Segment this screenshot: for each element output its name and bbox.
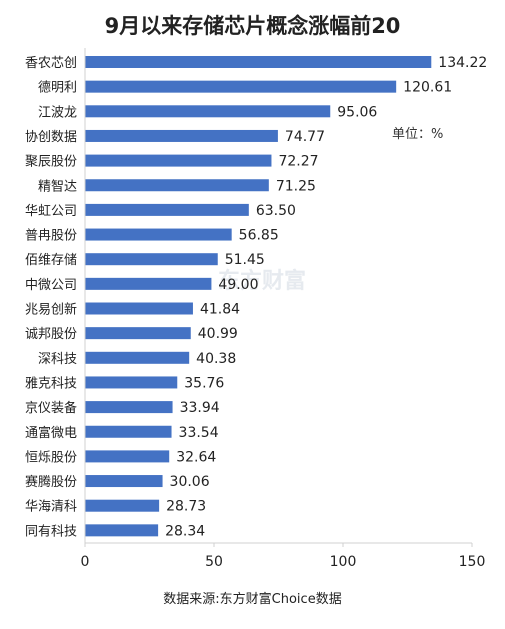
category-label: 中微公司 [25, 278, 77, 293]
bar [85, 401, 173, 414]
value-label: 56.85 [239, 228, 279, 244]
value-label: 40.99 [198, 326, 238, 342]
bar [85, 327, 191, 340]
value-label: 71.25 [276, 178, 316, 194]
value-label: 33.54 [179, 425, 219, 441]
category-label: 同有科技 [25, 524, 77, 539]
value-label: 51.45 [225, 252, 265, 268]
value-label: 63.50 [256, 203, 296, 219]
category-label: 协创数据 [25, 130, 77, 145]
bar [85, 80, 397, 93]
watermark: 东方财富 [218, 268, 306, 294]
category-label: 江波龙 [38, 105, 77, 120]
bar [85, 351, 190, 364]
value-label: 35.76 [184, 375, 224, 391]
value-label: 120.61 [403, 80, 452, 96]
bar [85, 203, 249, 216]
bar [85, 129, 278, 142]
category-label: 雅克科技 [25, 376, 77, 391]
bar [85, 475, 163, 488]
x-axis: 0 50 100 150 [81, 48, 486, 570]
bar [85, 56, 432, 68]
bars-layer: 香农芯创 134.22 德明利 120.61 江波龙 95.06 协创数据 74.77 聚辰股份… [25, 55, 487, 539]
value-label: 74.77 [285, 129, 325, 145]
bar [85, 302, 193, 315]
bar [85, 179, 269, 192]
category-label: 精智达 [38, 179, 77, 194]
category-label: 通富微电 [25, 425, 77, 441]
value-label: 134.22 [438, 55, 487, 71]
bar [85, 524, 159, 537]
bar [85, 425, 172, 438]
category-label: 德明利 [38, 81, 77, 96]
value-label: 41.84 [200, 302, 240, 318]
bar [85, 105, 331, 118]
value-label: 28.34 [165, 523, 205, 539]
bar [85, 277, 212, 290]
x-tick-label: 50 [205, 554, 223, 570]
category-label: 赛腾股份 [25, 474, 77, 490]
value-label: 72.27 [278, 154, 318, 170]
chart-title: 9月以来存储芯片概念涨幅前20 [104, 14, 401, 38]
value-label: 95.06 [337, 104, 377, 120]
x-tick-label: 0 [81, 554, 90, 570]
bar [85, 253, 218, 266]
value-label: 32.64 [176, 449, 216, 465]
category-label: 佰维存储 [25, 253, 77, 268]
category-label: 诚邦股份 [25, 327, 77, 342]
source-note: 数据来源:东方财富Choice数据 [163, 592, 342, 607]
value-label: 40.38 [196, 351, 236, 367]
category-label: 华海清科 [25, 500, 77, 515]
category-label: 京仪装备 [25, 400, 77, 416]
value-label: 49.00 [218, 277, 258, 293]
category-label: 深科技 [38, 352, 77, 367]
bar [85, 154, 272, 167]
category-label: 香农芯创 [25, 56, 77, 71]
value-label: 33.94 [180, 400, 220, 416]
value-label: 30.06 [170, 474, 210, 490]
value-label: 28.73 [166, 499, 206, 515]
category-label: 聚辰股份 [25, 155, 77, 170]
unit-note: 单位：% [392, 127, 444, 142]
bar [85, 228, 232, 241]
category-label: 普冉股份 [25, 229, 77, 244]
x-tick-label: 150 [459, 554, 486, 570]
bar [85, 376, 178, 389]
bar [85, 499, 160, 512]
x-tick-label: 100 [330, 554, 357, 570]
category-label: 恒烁股份 [25, 450, 77, 465]
bar [85, 450, 170, 463]
category-label: 兆易创新 [25, 302, 77, 318]
category-label: 华虹公司 [25, 204, 77, 219]
